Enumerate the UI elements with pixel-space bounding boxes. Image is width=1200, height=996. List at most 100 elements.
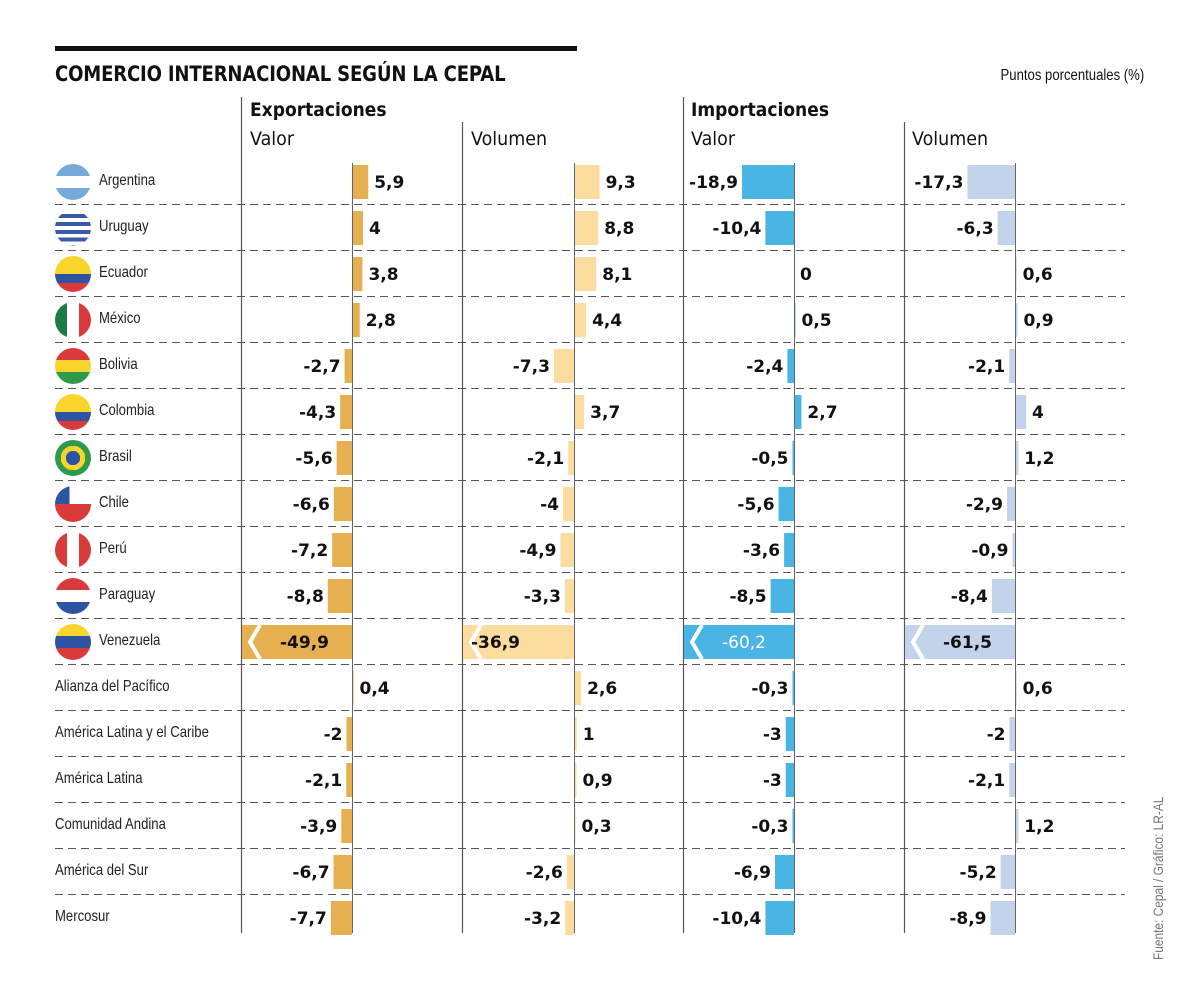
data-label: 0 [800, 265, 812, 285]
data-label: -7,3 [513, 357, 550, 377]
flag-peru-icon [55, 532, 91, 568]
chart-title: COMERCIO INTERNACIONAL SEGÚN LA CEPAL [55, 62, 506, 86]
data-label: -36,9 [471, 633, 520, 653]
axis-break-icon [468, 623, 483, 661]
flag-colombia-icon [55, 394, 91, 430]
flag-paraguay-icon [55, 578, 91, 614]
flag-venezuela-icon [55, 624, 91, 660]
data-label: -2,1 [527, 449, 564, 469]
data-label: 5,9 [374, 173, 404, 193]
data-label: 4 [369, 219, 381, 239]
bar-exp-valor [346, 763, 352, 797]
bar-imp-valor [770, 579, 794, 613]
bar-exp-volumen [568, 441, 574, 475]
bar-exp-valor [327, 579, 352, 613]
units-label: Puntos porcentuales (%) [1000, 67, 1144, 84]
row-label: América Latina [55, 770, 143, 787]
bar-exp-volumen [574, 303, 587, 337]
bar-exp-volumen [574, 763, 577, 797]
flag-uruguay-icon [55, 210, 91, 246]
subcolumn-exp-valor: Valor [250, 128, 295, 150]
group-title-exportaciones: Exportaciones [250, 99, 387, 121]
row-label: América Latina y el Caribe [55, 724, 209, 741]
data-label: -3,3 [524, 587, 561, 607]
data-label: -0,9 [971, 541, 1008, 561]
data-label: 2,8 [366, 311, 396, 331]
data-label: -8,9 [949, 909, 986, 929]
bar-imp-valor [775, 855, 794, 889]
bar-imp-valor [787, 349, 794, 383]
bar-exp-volumen [574, 257, 597, 291]
data-label: 2,7 [807, 403, 837, 423]
bar-imp-volumen [905, 625, 1015, 659]
bar-exp-valor [352, 211, 363, 245]
data-label: -61,5 [943, 633, 992, 653]
data-label: -4,9 [519, 541, 556, 561]
bar-imp-valor [765, 901, 794, 935]
bar-exp-valor [330, 901, 352, 935]
data-label: 0,3 [582, 817, 612, 837]
row-label: Ecuador [99, 264, 148, 281]
data-label: 0,9 [1023, 311, 1053, 331]
bar-imp-volumen [1000, 855, 1015, 889]
data-label: 3,8 [368, 265, 398, 285]
bar-imp-valor [785, 763, 794, 797]
data-label: -2,7 [303, 357, 340, 377]
bar-exp-valor [333, 487, 352, 521]
data-label: -8,8 [287, 587, 324, 607]
bar-exp-volumen [574, 671, 582, 705]
bar-exp-valor [346, 717, 352, 751]
data-label: -0,3 [751, 817, 788, 837]
bar-exp-valor [332, 533, 352, 567]
bar-exp-volumen [553, 349, 574, 383]
bar-exp-volumen [574, 717, 577, 751]
row-label: Paraguay [99, 586, 156, 603]
source-note: Fuente: Cepal / Gráfico: LR-AL [1150, 796, 1166, 960]
flag-chile-icon [55, 486, 91, 522]
flag-brasil-icon [55, 440, 91, 476]
data-label: 8,1 [602, 265, 632, 285]
row-label: Mercosur [55, 908, 110, 925]
data-label: -2,9 [966, 495, 1003, 515]
data-label: -0,3 [751, 679, 788, 699]
bar-exp-valor [340, 395, 352, 429]
data-label: 1 [583, 725, 595, 745]
data-label: 4,4 [592, 311, 622, 331]
bar-exp-valor [242, 625, 352, 659]
bar-imp-volumen [1009, 763, 1015, 797]
bar-exp-valor [352, 165, 369, 199]
bar-exp-volumen [574, 211, 599, 245]
bar-exp-valor [352, 257, 363, 291]
data-label: -0,5 [751, 449, 788, 469]
axis-break-icon [247, 623, 262, 661]
bar-imp-valor [742, 165, 794, 199]
data-label: 0,5 [802, 311, 832, 331]
bar-imp-valor [792, 671, 794, 705]
flag-bolivia-icon [55, 348, 91, 384]
row-label: América del Sur [55, 862, 149, 879]
bar-imp-valor [794, 395, 802, 429]
row-label: México [99, 310, 141, 327]
data-label: 2,6 [587, 679, 617, 699]
row-label: Venezuela [99, 632, 161, 649]
bar-exp-valor [336, 441, 352, 475]
row-label: Comunidad Andina [55, 816, 166, 833]
bar-exp-volumen [563, 487, 574, 521]
data-label: 0,6 [1023, 265, 1053, 285]
bar-exp-volumen [565, 901, 574, 935]
data-label: -5,6 [737, 495, 774, 515]
bar-imp-valor [784, 533, 794, 567]
row-label: Brasil [99, 448, 132, 465]
data-label: -8,4 [951, 587, 988, 607]
row-label: Alianza del Pacífico [55, 678, 170, 695]
bar-exp-volumen [566, 855, 574, 889]
data-label: -3,6 [743, 541, 780, 561]
bar-imp-volumen [1015, 809, 1019, 843]
data-label: -3,9 [300, 817, 337, 837]
data-label: 1,2 [1024, 817, 1054, 837]
data-label: -2 [987, 725, 1006, 745]
bar-imp-volumen [1009, 349, 1015, 383]
bar-imp-volumen [1007, 487, 1015, 521]
axis-break-icon [910, 623, 925, 661]
